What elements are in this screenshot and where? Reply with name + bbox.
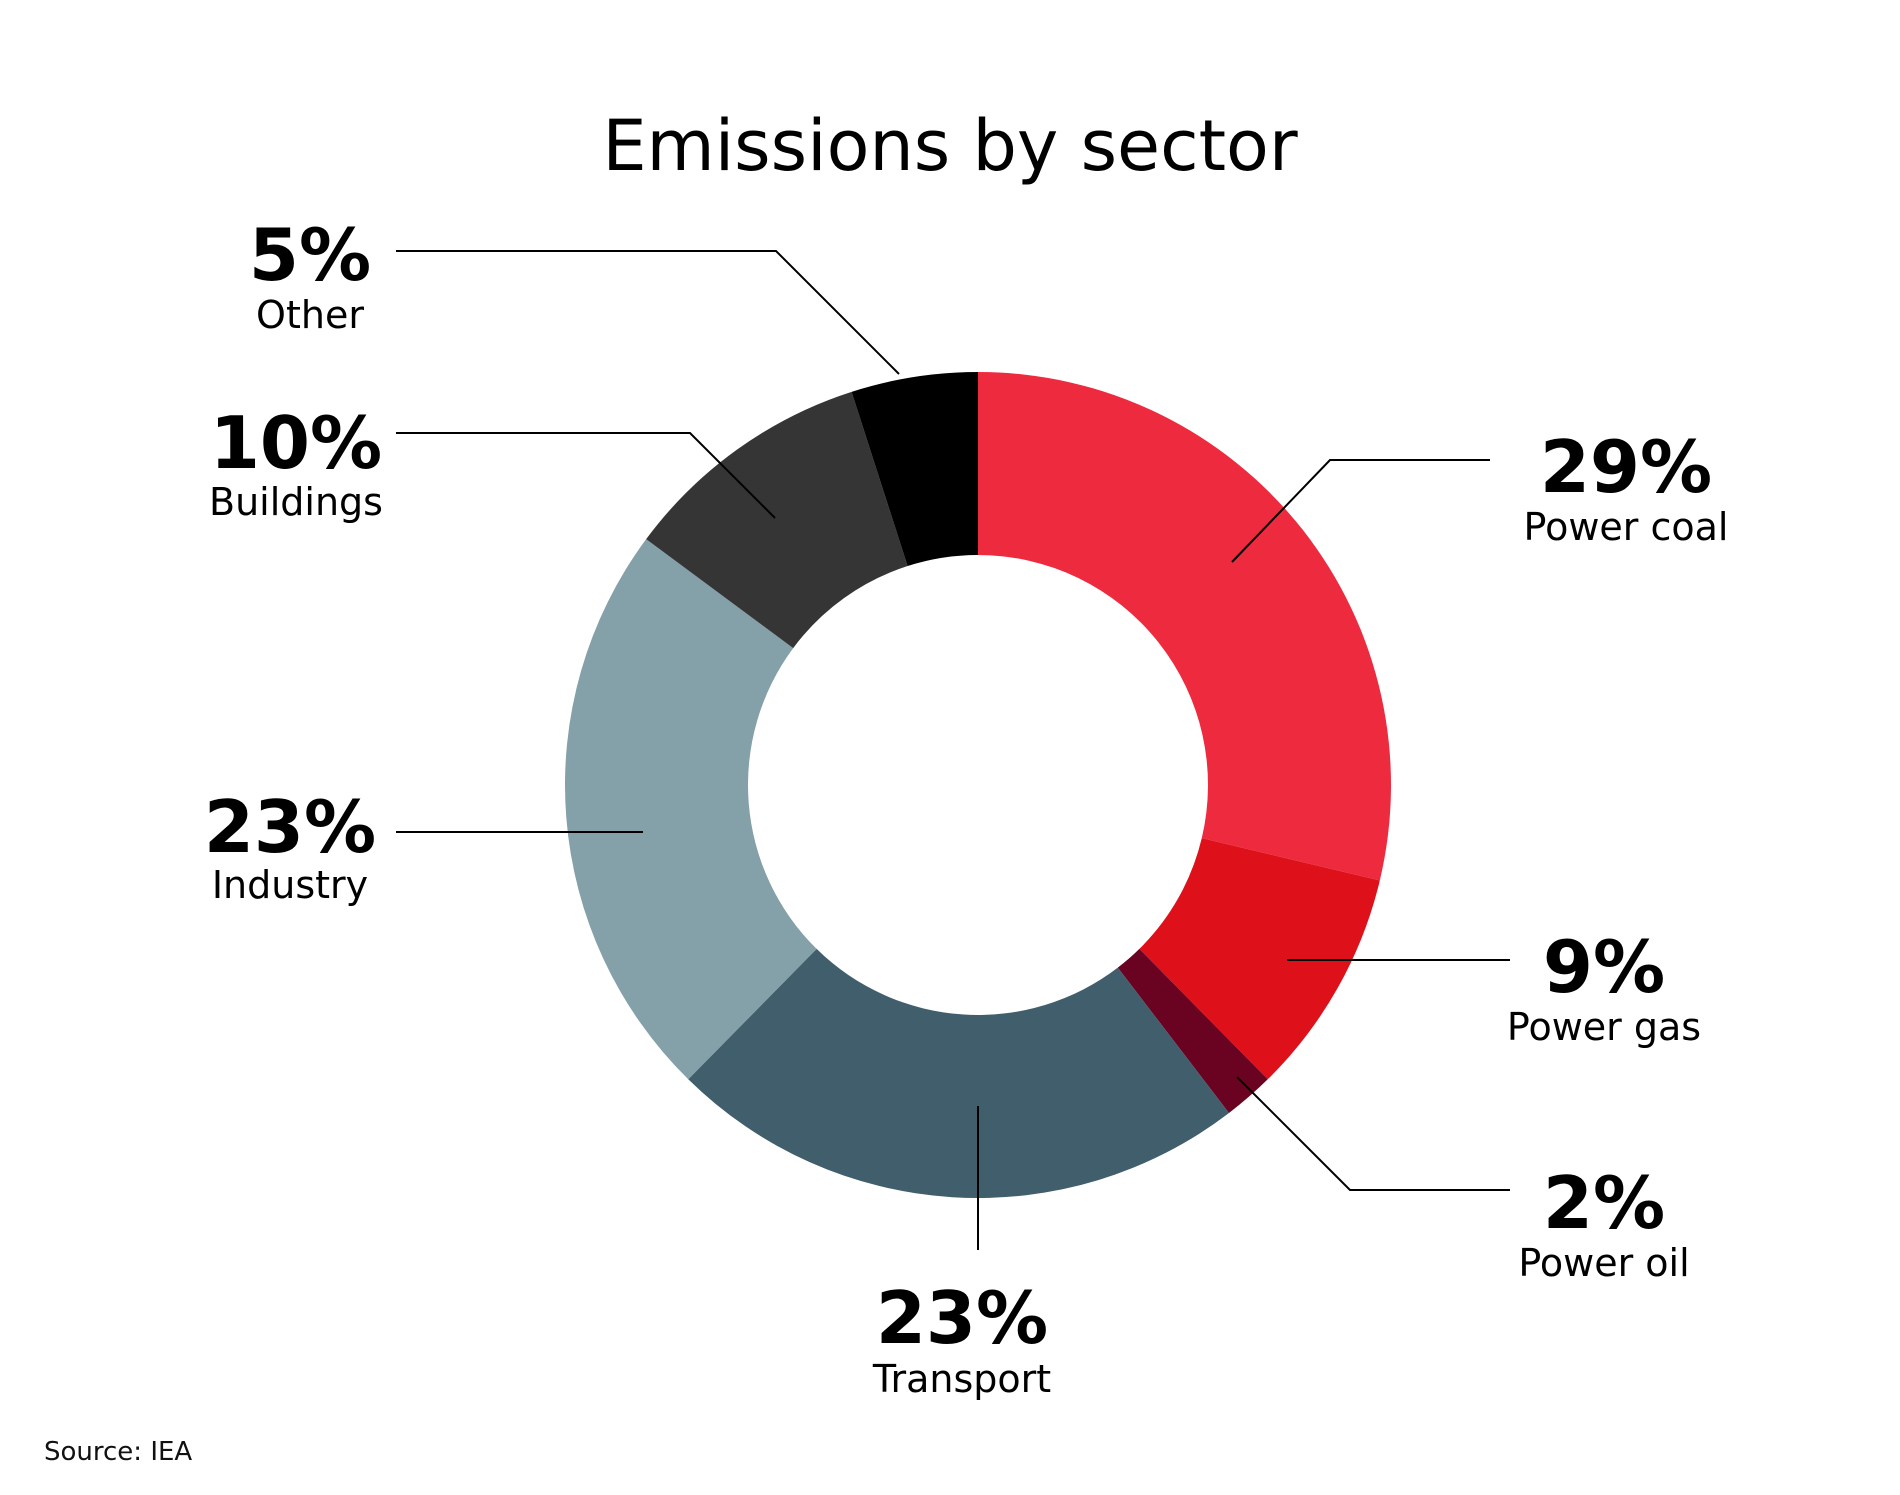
slice-transport	[688, 948, 1229, 1198]
leader-line-other	[396, 250, 900, 375]
label-value-power-oil: 2%	[1543, 1161, 1665, 1245]
slice-labels: 29% Power coal 9% Power gas 2% Power oil…	[204, 213, 1729, 1401]
source-note: Source: IEA	[44, 1437, 192, 1467]
label-name-buildings: Buildings	[209, 480, 383, 524]
slice-buildings	[646, 391, 908, 649]
label-name-industry: Industry	[212, 863, 368, 907]
label-name-power-oil: Power oil	[1518, 1241, 1689, 1285]
slice-power-gas	[1139, 838, 1380, 1080]
slice-industry	[565, 539, 817, 1080]
label-value-transport: 23%	[876, 1276, 1048, 1360]
label-value-industry: 23%	[204, 785, 376, 869]
label-value-power-gas: 9%	[1543, 925, 1665, 1009]
label-name-transport: Transport	[872, 1357, 1051, 1401]
label-name-power-coal: Power coal	[1524, 505, 1729, 549]
leader-line-power-coal	[1231, 459, 1490, 563]
leader-lines	[396, 250, 1510, 1250]
label-value-other: 5%	[249, 213, 371, 297]
chart-title: Emissions by sector	[602, 105, 1298, 187]
leader-line-power-oil	[1236, 1076, 1510, 1191]
donut-slices	[565, 372, 1391, 1198]
slice-power-oil	[1117, 948, 1268, 1113]
label-value-buildings: 10%	[210, 401, 382, 485]
label-name-power-gas: Power gas	[1507, 1005, 1701, 1049]
label-name-other: Other	[256, 293, 364, 337]
slice-power-coal	[978, 372, 1391, 881]
label-value-power-coal: 29%	[1540, 425, 1712, 509]
slice-other	[851, 372, 978, 567]
leader-line-buildings	[396, 432, 776, 519]
